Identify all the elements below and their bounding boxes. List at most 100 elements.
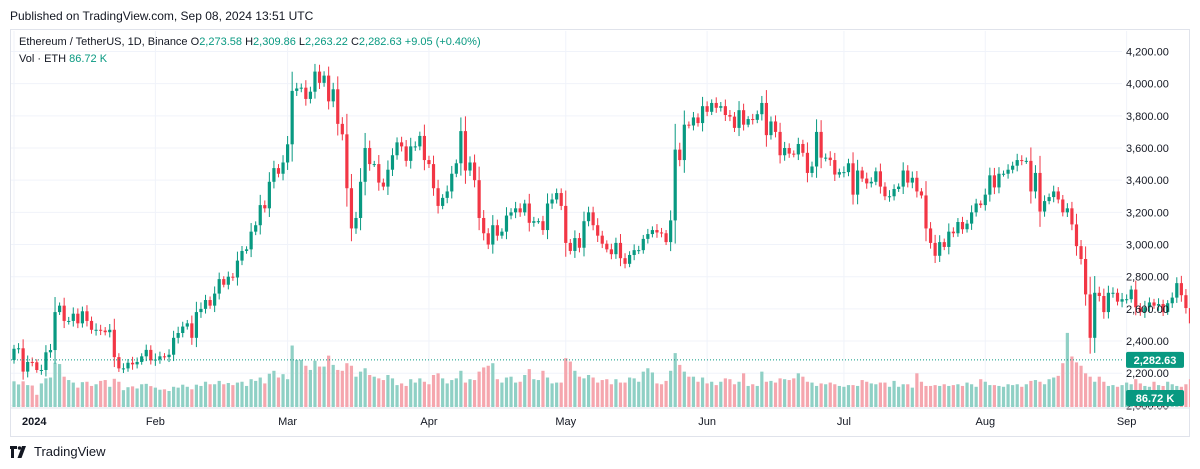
volume-bar xyxy=(732,384,737,407)
volume-bar xyxy=(272,370,276,407)
volume-bar xyxy=(586,375,591,407)
candle-body xyxy=(933,242,937,256)
volume-bar xyxy=(573,370,577,407)
volume-bar xyxy=(536,380,540,407)
candle-body xyxy=(723,106,727,116)
low-label: L xyxy=(298,36,306,48)
candle-body xyxy=(705,106,709,112)
candle-body xyxy=(760,102,764,115)
candle-body xyxy=(919,191,924,196)
volume-bar xyxy=(974,386,978,407)
candle-body xyxy=(203,300,208,309)
volume-bar xyxy=(1106,385,1110,407)
candle-body xyxy=(450,173,454,192)
candle-body xyxy=(947,231,951,247)
volume-bar xyxy=(281,374,285,407)
volume-bar xyxy=(94,384,98,407)
volume-bar xyxy=(1088,376,1092,407)
candle-body xyxy=(869,181,873,184)
volume-bar xyxy=(44,378,48,407)
candle-body xyxy=(897,186,901,190)
candle-body xyxy=(764,102,768,136)
candle-body xyxy=(67,320,71,322)
last-price-badge xyxy=(1126,351,1184,368)
candle-body xyxy=(135,361,139,365)
candle-body xyxy=(1015,160,1019,166)
candle-body xyxy=(532,221,536,223)
candle-body xyxy=(504,215,509,232)
candle-body xyxy=(828,157,832,161)
volume-bar xyxy=(185,386,189,407)
volume-bar xyxy=(897,386,901,407)
candle-body xyxy=(856,170,860,195)
volume-bar xyxy=(381,380,385,407)
candle-body xyxy=(700,106,705,124)
candle-body xyxy=(349,188,354,229)
candle-body xyxy=(1184,295,1188,309)
volume-bar xyxy=(427,384,431,407)
y-tick-label: 2,200.00 xyxy=(1126,368,1169,380)
candle-body xyxy=(568,242,572,251)
candle-body xyxy=(108,329,112,333)
candle-body xyxy=(842,172,846,174)
volume-bar xyxy=(541,370,545,407)
volume-bar xyxy=(463,382,468,407)
candle-body xyxy=(62,305,66,321)
x-tick-label: Jun xyxy=(698,416,716,428)
volume-bar xyxy=(555,382,559,407)
volume-bar xyxy=(331,364,335,407)
y-tick-label: 2,400.00 xyxy=(1126,336,1169,348)
volume-bar xyxy=(21,381,25,407)
volume-bar xyxy=(856,385,860,407)
candle-body xyxy=(477,180,481,218)
y-tick-label: 2,800.00 xyxy=(1126,272,1169,284)
volume-bar xyxy=(819,383,823,407)
volume-bar xyxy=(181,384,185,407)
volume-bar xyxy=(951,385,955,407)
volume-bar xyxy=(842,386,846,407)
volume-bar xyxy=(85,381,89,407)
candle-body xyxy=(878,171,882,187)
candle-body xyxy=(1134,289,1138,308)
volume-bar xyxy=(327,355,331,407)
candle-body xyxy=(272,168,276,182)
candle-body xyxy=(550,199,554,204)
volume-bar xyxy=(436,373,440,407)
candle-body xyxy=(445,191,449,198)
candle-body xyxy=(596,225,600,236)
candle-body xyxy=(299,87,303,89)
candle-body xyxy=(386,169,390,187)
candle-body xyxy=(304,87,308,99)
volume-bar xyxy=(915,373,919,407)
candle-body xyxy=(99,329,103,331)
volume-bar xyxy=(947,385,951,407)
volume-bar xyxy=(600,380,604,407)
volume-bar xyxy=(409,379,413,407)
candle-body xyxy=(887,196,892,198)
candle-body xyxy=(637,250,641,252)
candle-body xyxy=(819,131,823,158)
candle-body xyxy=(769,121,773,136)
volume-bar xyxy=(705,383,709,407)
candle-body xyxy=(970,212,974,224)
volume-bar xyxy=(304,365,308,407)
volume-bar xyxy=(500,382,504,407)
candle-body xyxy=(231,276,235,278)
volume-bar xyxy=(340,370,344,407)
volume-bar xyxy=(723,378,727,407)
tradingview-brand[interactable]: TradingView xyxy=(10,444,106,459)
volume-bar xyxy=(176,387,180,407)
candle-body xyxy=(468,162,472,171)
volume-bar xyxy=(76,387,80,407)
volume-bar xyxy=(532,379,536,407)
volume-bar xyxy=(1102,381,1106,407)
volume-bar xyxy=(550,383,554,407)
candle-body xyxy=(577,238,582,248)
price-chart[interactable]: 2,000.002,200.002,400.002,600.002,800.00… xyxy=(10,29,1190,437)
candle-body xyxy=(267,181,271,209)
volume-bar xyxy=(35,394,39,407)
volume-bar xyxy=(130,386,135,407)
volume-bar xyxy=(1020,386,1024,407)
candle-body xyxy=(226,276,230,285)
volume-bar xyxy=(468,379,472,407)
